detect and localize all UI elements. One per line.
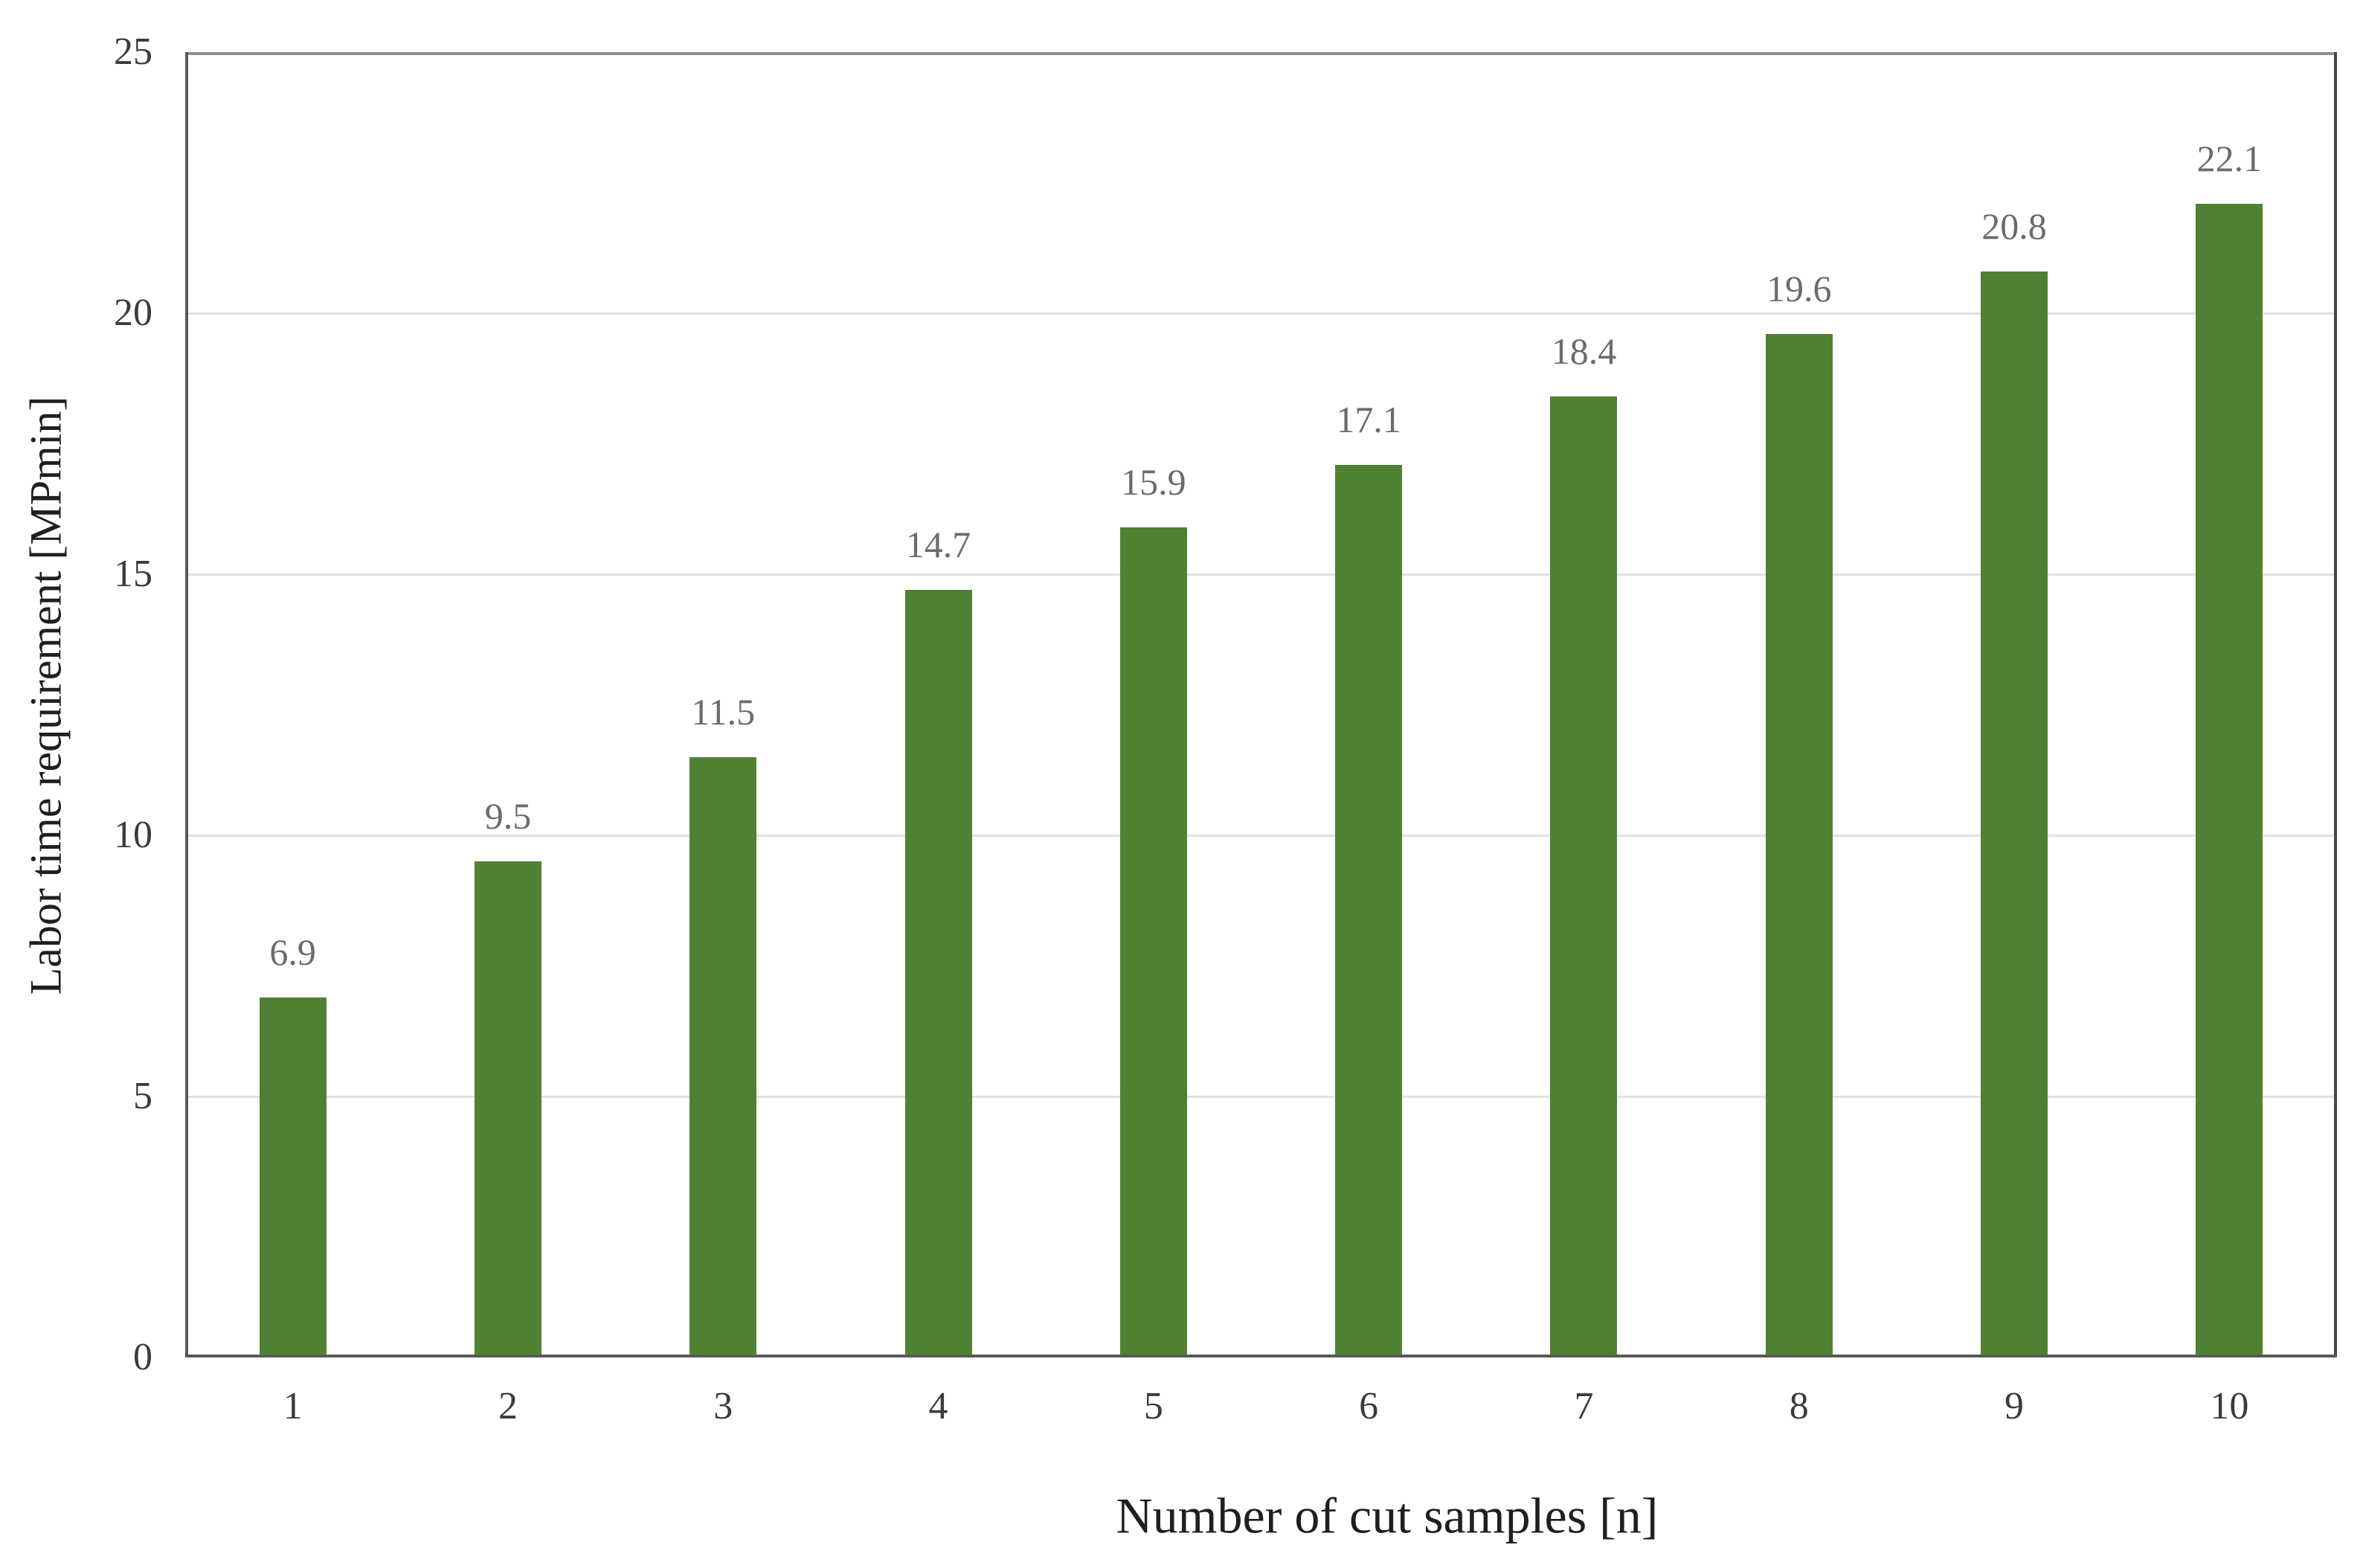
x-tick-label-3: 3 [713,1385,733,1427]
x-tick-label-7: 7 [1574,1385,1594,1427]
bar-sample-6 [1335,464,1403,1357]
plot-area: 6.9 9.5 11.5 14.7 15.9 17.1 18.4 19.6 20.8 22.1 [185,52,2337,1357]
x-axis-title: Number of cut samples [n] [1116,1487,1659,1544]
gridline-15 [185,573,2337,576]
y-tick-label-5: 5 [133,1075,152,1117]
x-tick-label-10: 10 [2210,1385,2249,1427]
bar-sample-3 [689,756,757,1357]
y-tick-label-20: 20 [114,292,152,334]
y-tick-label-25: 25 [114,30,152,73]
y-tick-label-15: 15 [114,553,152,595]
bar-value-label: 19.6 [1766,268,1832,310]
bar-value-label: 14.7 [905,524,971,566]
x-tick-label-1: 1 [283,1385,303,1427]
bar-sample-5 [1119,527,1187,1357]
bar-sample-8 [1765,334,1833,1357]
x-tick-label-8: 8 [1789,1385,1809,1427]
bar-sample-4 [904,590,972,1357]
gridline-20 [185,312,2337,315]
bar-value-label: 6.9 [269,931,316,973]
gridline-5 [185,1095,2337,1098]
x-tick-label-9: 9 [2004,1385,2025,1427]
x-tick-label-6: 6 [1359,1385,1379,1427]
bar-sample-10 [2196,203,2263,1357]
x-tick-label-2: 2 [498,1385,518,1427]
bar-sample-7 [1550,396,1618,1357]
x-axis-line [185,1355,2337,1357]
bar-value-label: 11.5 [691,690,756,733]
x-tick-label-4: 4 [928,1385,948,1427]
y-tick-label-10: 10 [114,814,152,856]
bar-sample-9 [1981,271,2048,1357]
y-axis-line [185,52,188,1357]
bar-sample-2 [474,861,541,1357]
y-axis-title: Labor time requirement [MPmin] [21,396,71,995]
bar-value-label: 22.1 [2196,137,2263,179]
bar-value-label: 20.8 [1981,205,2047,247]
plot-border-top [185,52,2337,55]
bar-value-label: 18.4 [1551,330,1617,373]
y-tick-label-0: 0 [133,1336,152,1378]
bar-value-label: 9.5 [484,795,532,838]
x-tick-label-5: 5 [1143,1385,1163,1427]
bar-value-label: 17.1 [1336,398,1401,440]
gridline-10 [185,834,2337,837]
bar-sample-1 [259,997,327,1357]
plot-border-right [2334,52,2337,1357]
bar-value-label: 15.9 [1121,460,1186,503]
